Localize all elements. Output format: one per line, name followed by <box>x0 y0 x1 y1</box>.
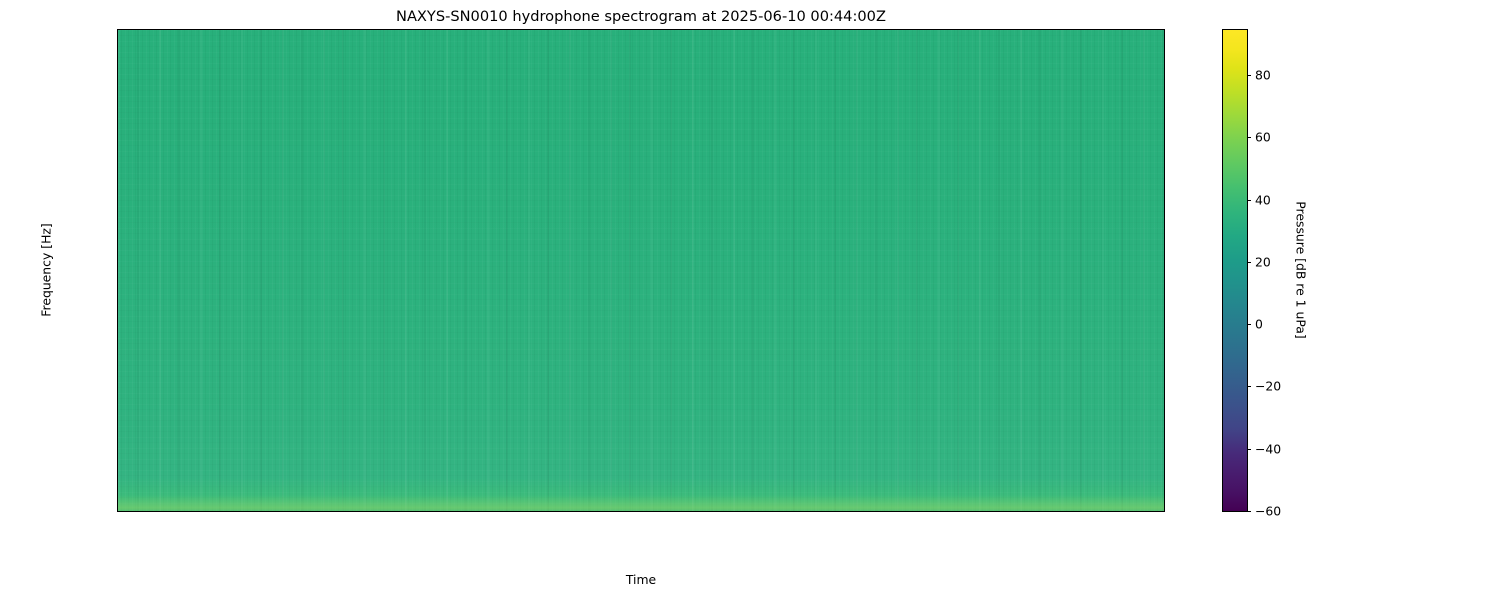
y-axis-label: Frequency [Hz] <box>38 223 54 317</box>
colorbar-tick-label: −20 <box>1255 378 1282 394</box>
colorbar-tick-mark <box>1247 386 1251 388</box>
spectrogram-freq-texture <box>118 30 1164 511</box>
colorbar-tick-label: −40 <box>1255 441 1282 457</box>
y-tick-mark <box>117 211 118 212</box>
colorbar-tick-mark <box>1247 324 1251 326</box>
x-axis-label: Time <box>625 572 657 587</box>
colorbar-tick-mark <box>1247 199 1251 201</box>
colorbar-tick-label: −60 <box>1255 503 1282 519</box>
spectrogram-vertical-gradient <box>118 30 1164 511</box>
colorbar-tick-mark <box>1247 448 1251 450</box>
colorbar-tick-mark <box>1247 137 1251 139</box>
colorbar-label: Pressure [dB re 1 uPa] <box>1293 201 1309 339</box>
x-tick-mark <box>642 511 643 512</box>
x-tick-mark <box>328 511 329 512</box>
x-tick-mark <box>537 511 538 512</box>
colorbar-tick-mark <box>1247 511 1251 513</box>
spectrogram-axes[interactable]: 10000 20000 30000 40000 00:44:00 00:45:0… <box>117 29 1165 512</box>
x-tick-mark <box>118 511 119 512</box>
x-tick-mark <box>1061 511 1062 512</box>
x-tick-mark <box>747 511 748 512</box>
spectrogram-base-layer <box>118 30 1164 511</box>
spectrogram-image <box>118 30 1164 511</box>
colorbar-tick-label: 0 <box>1255 316 1263 332</box>
y-tick-mark <box>117 312 118 313</box>
y-tick-mark <box>117 412 118 413</box>
colorbar-tick-label: 20 <box>1255 254 1271 270</box>
colorbar-tick-mark <box>1247 261 1251 263</box>
y-tick-mark <box>117 111 118 112</box>
x-tick-mark <box>852 511 853 512</box>
x-tick-mark <box>432 511 433 512</box>
colorbar[interactable]: −60 −40 −20 0 20 40 60 80 <box>1222 29 1281 519</box>
colorbar-tick-label: 40 <box>1255 192 1271 207</box>
colorbar-tick-label: 80 <box>1255 67 1271 83</box>
colorbar-tick-mark <box>1247 74 1251 76</box>
x-tick-mark <box>223 511 224 512</box>
low-frequency-band <box>118 495 1164 511</box>
chart-title: NAXYS-SN0010 hydrophone spectrogram at 2… <box>396 8 886 25</box>
spectrogram-time-striations <box>118 30 1164 511</box>
x-tick-mark <box>956 511 957 512</box>
colorbar-tick-label: 60 <box>1255 129 1271 145</box>
